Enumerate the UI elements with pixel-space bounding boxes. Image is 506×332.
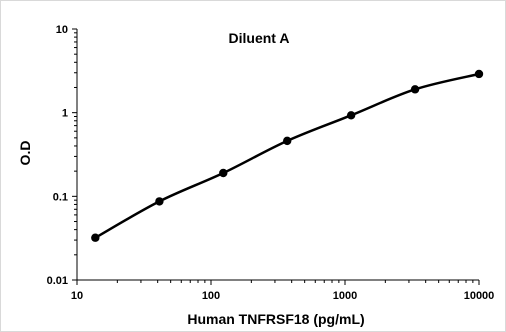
y-tick-label: 0.1	[53, 191, 68, 203]
x-axis-title: Human TNFRSF18 (pg/mL)	[187, 311, 364, 327]
data-point	[474, 69, 484, 79]
x-tick-label: 10	[71, 290, 83, 302]
data-point	[346, 111, 356, 120]
chart-title: Diluent A	[229, 30, 290, 46]
series-line	[94, 72, 480, 239]
data-point	[410, 85, 420, 94]
series	[91, 69, 484, 242]
data-point	[155, 197, 164, 206]
y-tick-label: 10	[56, 24, 68, 36]
x-tick-label: 10000	[464, 290, 495, 302]
axes	[76, 29, 479, 281]
x-ticks: 10 100 1000 10000	[71, 280, 494, 302]
y-tick-label: 1	[62, 108, 68, 120]
x-tick-label: 100	[202, 290, 220, 302]
y-ticks: 0.01 0.1 1 10	[47, 24, 77, 287]
y-axis-title: O.D	[17, 141, 33, 166]
data-point	[219, 168, 228, 178]
data-point	[283, 136, 292, 146]
x-tick-label: 1000	[333, 290, 357, 302]
data-point	[91, 233, 100, 242]
y-tick-label: 0.01	[47, 275, 68, 287]
